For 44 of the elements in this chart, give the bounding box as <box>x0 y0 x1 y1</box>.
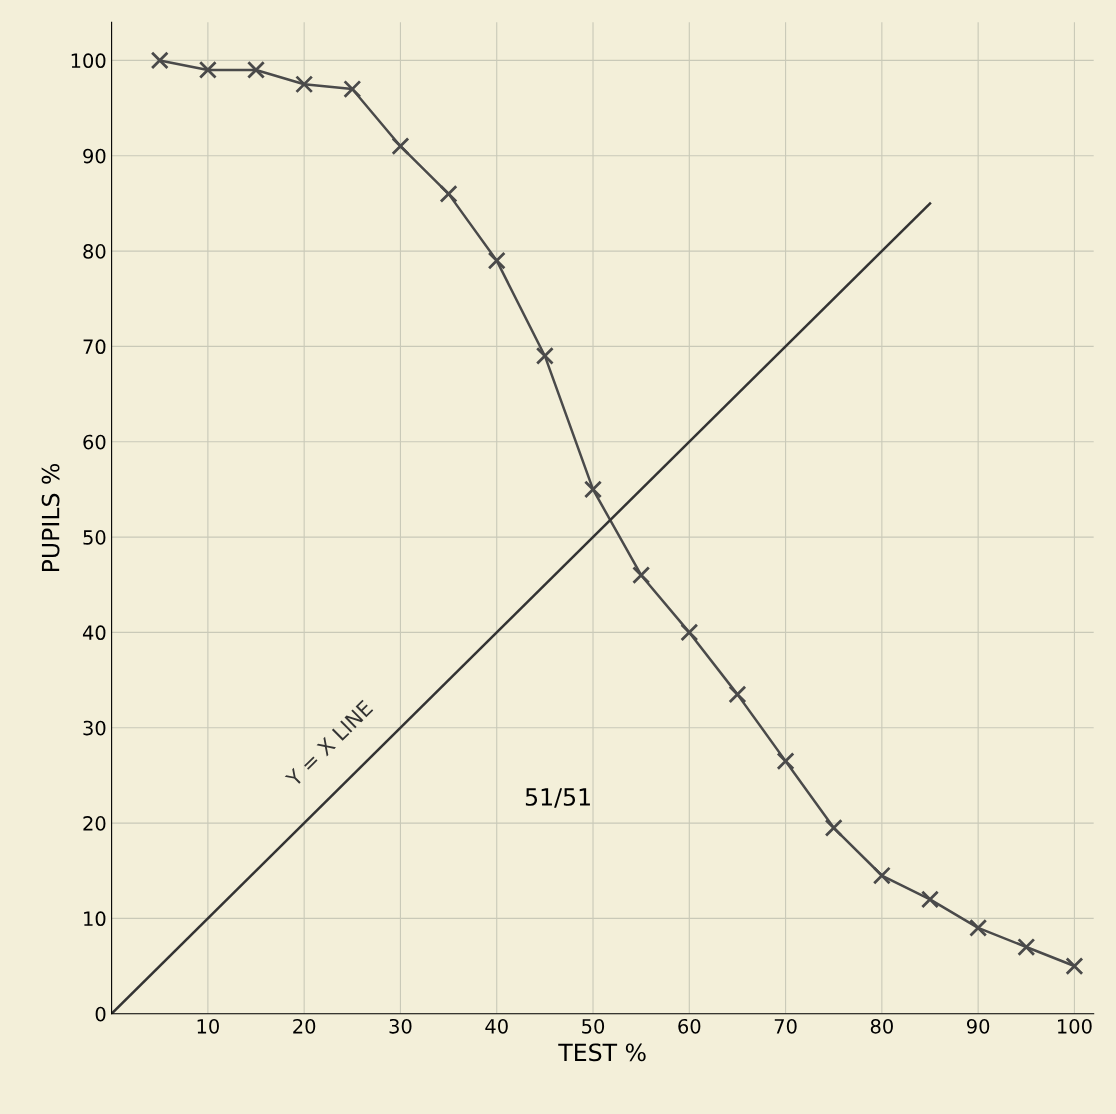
point <box>632 566 651 585</box>
y-tick-label: 100 <box>71 53 106 69</box>
x-tick-label: 30 <box>389 1018 412 1034</box>
y-tick-label: 50 <box>83 530 106 545</box>
point <box>391 137 410 156</box>
x-tick-label: 20 <box>293 1018 316 1034</box>
point <box>824 818 843 837</box>
point <box>1065 957 1084 976</box>
point <box>776 752 795 771</box>
y-tick-label: 0 <box>95 1006 106 1022</box>
point <box>583 480 603 499</box>
x-axis-title: TEST % <box>558 1043 646 1062</box>
x-tick-label: 50 <box>582 1018 605 1034</box>
x-tick-label: 90 <box>966 1018 990 1034</box>
y-tick-label: 70 <box>83 339 106 355</box>
point <box>1017 937 1036 957</box>
y-tick-label: 30 <box>83 720 106 736</box>
y-tick-label: 60 <box>83 434 106 450</box>
y-tick-label: 40 <box>82 625 106 641</box>
point <box>295 75 314 94</box>
point <box>343 79 362 99</box>
x-tick-label: 10 <box>197 1018 219 1034</box>
point <box>728 685 747 704</box>
point <box>198 60 217 79</box>
x-tick-label: 60 <box>678 1018 701 1034</box>
point <box>246 60 266 79</box>
point <box>487 251 506 270</box>
x-tick-label: 40 <box>485 1018 508 1034</box>
y-tick-label: 10 <box>84 911 106 927</box>
annotation: 51/51 <box>525 788 590 808</box>
point <box>535 346 554 365</box>
point <box>920 890 940 909</box>
y-axis-title: PUPILS % <box>41 463 60 572</box>
point <box>150 51 169 70</box>
x-tick-label: 80 <box>870 1018 893 1034</box>
point <box>969 918 988 937</box>
point <box>872 866 891 885</box>
point <box>680 623 699 642</box>
x-tick-label: 100 <box>1058 1018 1092 1034</box>
point <box>439 184 458 203</box>
y-tick-label: 80 <box>83 244 106 259</box>
y-tick-label: 90 <box>83 148 106 164</box>
x-tick-label: 70 <box>774 1018 797 1034</box>
y-tick-label: 20 <box>83 816 106 831</box>
